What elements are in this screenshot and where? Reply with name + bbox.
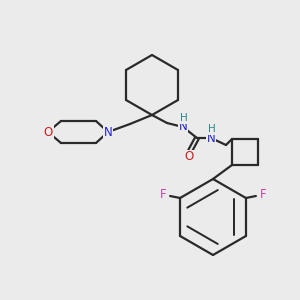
Text: F: F [260, 188, 266, 202]
Text: N: N [207, 131, 215, 145]
Text: F: F [160, 188, 166, 202]
Text: O: O [44, 125, 52, 139]
Text: H: H [180, 113, 188, 123]
Text: N: N [178, 121, 188, 134]
Text: N: N [103, 125, 112, 139]
Text: H: H [208, 124, 216, 134]
Text: O: O [184, 151, 194, 164]
